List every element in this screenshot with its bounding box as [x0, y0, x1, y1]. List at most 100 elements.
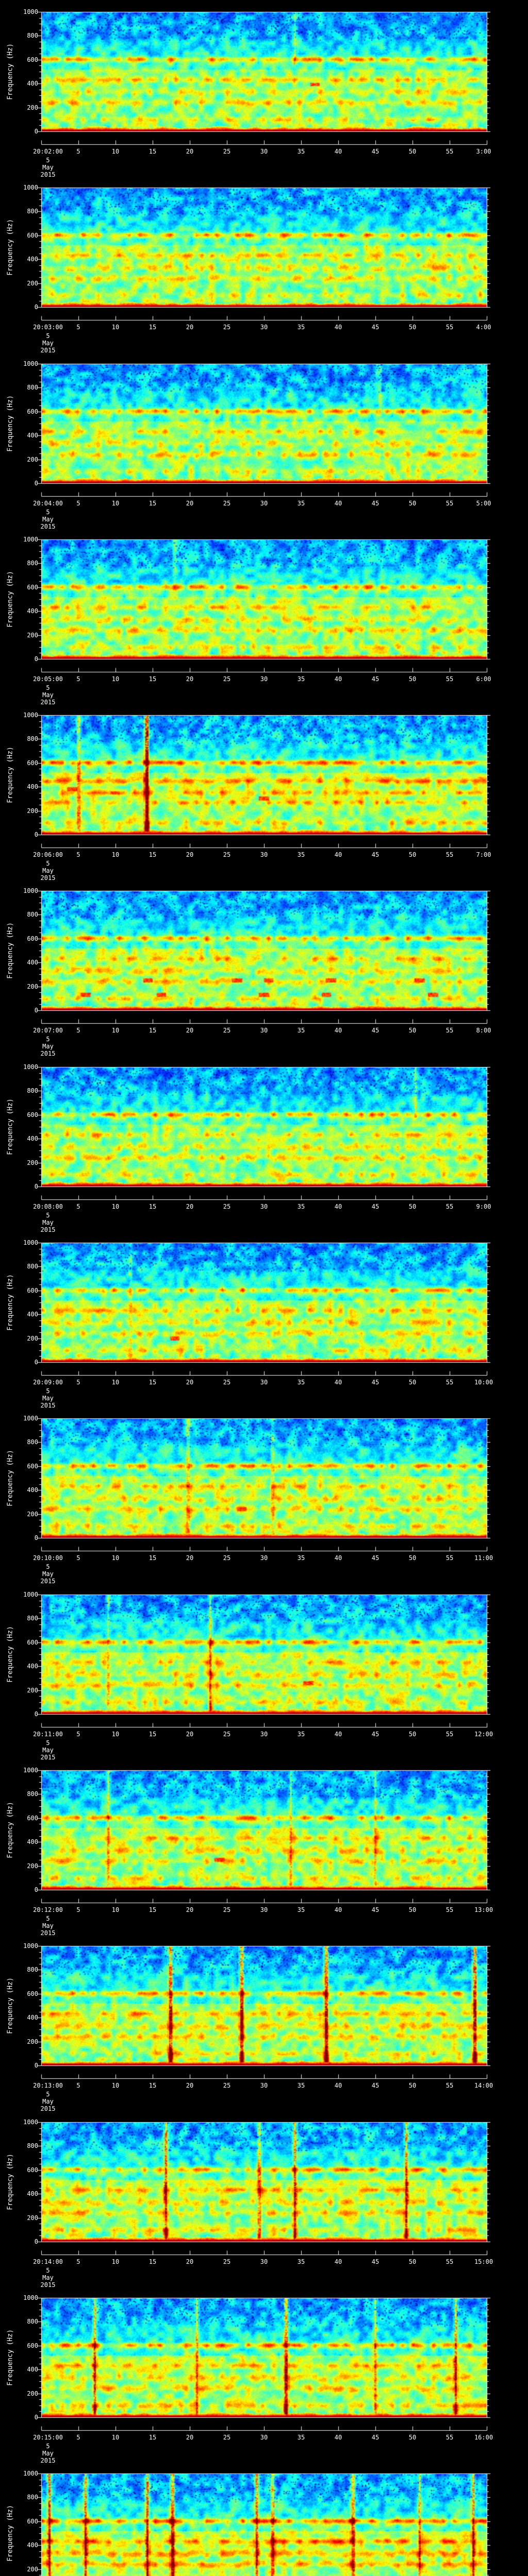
x-tick-label: 10:00	[474, 1379, 493, 1386]
start-date: 5 May 2015	[41, 2267, 56, 2289]
y-tick-label: 400	[27, 2014, 38, 2022]
y-tick-label: 400	[27, 1311, 38, 1318]
x-tick-label: 20:03:00	[33, 324, 63, 331]
x-tick-label: 40	[334, 2082, 342, 2089]
spectrogram-canvas	[0, 703, 528, 879]
x-tick-label: 50	[408, 1554, 417, 1562]
x-tick-label: 9:00	[476, 1203, 491, 1210]
start-date-line-0: 5	[46, 684, 50, 691]
frequency-axis-label: Frequency (Hz)	[6, 2154, 14, 2210]
y-tick-label: 1000	[23, 1942, 38, 1950]
y-tick-label: 1000	[23, 2119, 38, 2126]
spectrogram-canvas	[0, 1231, 528, 1406]
y-tick-label: 1000	[23, 887, 38, 894]
y-tick-label: 1000	[23, 536, 38, 543]
spectrogram-panel-9: Frequency (Hz) 1000 800 600 400 200 0 20:10:00 5…	[0, 1406, 528, 1585]
y-tick-label: 0	[34, 831, 38, 838]
x-tick-label: 40	[334, 324, 342, 331]
x-tick-label: 45	[371, 1379, 380, 1386]
x-tick-label: 25	[223, 1554, 231, 1562]
x-tick-label: 20:15:00	[33, 2434, 63, 2441]
x-tick-label: 30	[260, 851, 268, 858]
x-tick-label: 20	[186, 148, 194, 155]
x-tick-label: 10	[111, 675, 120, 683]
start-date-line-1: May	[42, 1922, 54, 1929]
x-tick-label: 25	[223, 148, 231, 155]
start-date-line-1: May	[42, 164, 54, 171]
y-tick-label: 400	[27, 2190, 38, 2198]
x-tick-label: 30	[260, 1027, 268, 1034]
y-tick-label: 0	[34, 303, 38, 311]
spectrogram-canvas	[0, 0, 528, 176]
y-tick-label: 600	[27, 56, 38, 63]
start-date: 5 May 2015	[41, 1915, 56, 1937]
x-tick-label: 30	[260, 1379, 268, 1386]
x-tick-label: 5	[76, 1906, 80, 1913]
x-tick-label: 50	[408, 1379, 417, 1386]
x-tick-label: 5	[76, 148, 80, 155]
x-tick-label: 45	[371, 1554, 380, 1562]
x-tick-label: 15	[148, 675, 157, 683]
start-date: 5 May 2015	[41, 2091, 56, 2112]
start-date: 5 May 2015	[41, 509, 56, 530]
spectrogram-canvas	[0, 176, 528, 352]
start-date-line-0: 5	[46, 860, 50, 867]
y-tick-label: 800	[27, 1087, 38, 1095]
x-tick-label: 30	[260, 1906, 268, 1913]
y-tick-label: 0	[34, 480, 38, 487]
y-tick-label: 1000	[23, 360, 38, 367]
y-tick-label: 600	[27, 1462, 38, 1470]
start-date-line-1: May	[42, 516, 54, 523]
start-date-line-1: May	[42, 1395, 54, 1402]
x-tick-label: 15	[148, 500, 157, 507]
y-tick-label: 400	[27, 2366, 38, 2374]
frequency-axis-label: Frequency (Hz)	[6, 1098, 14, 1155]
y-tick-label: 200	[27, 1686, 38, 1694]
x-tick-label: 25	[223, 1027, 231, 1034]
y-tick-label: 600	[27, 1814, 38, 1822]
x-tick-label: 40	[334, 1203, 342, 1210]
x-tick-label: 5:00	[476, 500, 491, 507]
y-tick-label: 600	[27, 1990, 38, 1997]
start-date-line-0: 5	[46, 332, 50, 340]
x-tick-label: 25	[223, 2434, 231, 2441]
y-tick-label: 1000	[23, 184, 38, 191]
start-date-line-1: May	[42, 2098, 54, 2105]
start-date-line-0: 5	[46, 1212, 50, 1219]
x-tick-label: 55	[446, 1731, 454, 1738]
x-tick-label: 50	[408, 148, 417, 155]
x-tick-label: 15	[148, 148, 157, 155]
x-tick-label: 35	[297, 1027, 305, 1034]
x-tick-label: 50	[408, 1731, 417, 1738]
x-tick-label: 20	[186, 1203, 194, 1210]
x-tick-label: 6:00	[476, 675, 491, 683]
x-tick-label: 15	[148, 851, 157, 858]
x-tick-label: 35	[297, 2082, 305, 2089]
y-tick-label: 0	[34, 1359, 38, 1366]
spectrogram-panel-3: Frequency (Hz) 1000 800 600 400 200 0 20:04:00 5…	[0, 352, 528, 530]
x-tick-label: 55	[446, 2258, 454, 2265]
start-date: 5 May 2015	[41, 332, 56, 354]
frequency-axis-label: Frequency (Hz)	[6, 1274, 14, 1331]
spectrogram-panel-10: Frequency (Hz) 1000 800 600 400 200 0 20:11:00 5…	[0, 1583, 528, 1761]
start-date-line-0: 5	[46, 2267, 50, 2274]
x-tick-label: 25	[223, 2258, 231, 2265]
x-tick-label: 20:04:00	[33, 500, 63, 507]
x-tick-label: 35	[297, 500, 305, 507]
x-tick-label: 35	[297, 1379, 305, 1386]
start-date-line-1: May	[42, 340, 54, 347]
x-tick-label: 10	[111, 500, 120, 507]
x-tick-label: 30	[260, 1203, 268, 1210]
x-tick-label: 10	[111, 2082, 120, 2089]
x-tick-label: 40	[334, 500, 342, 507]
x-tick-label: 25	[223, 1379, 231, 1386]
x-tick-label: 5	[76, 1203, 80, 1210]
start-date-line-1: May	[42, 1570, 54, 1578]
y-tick-label: 800	[27, 1263, 38, 1270]
start-date-line-0: 5	[46, 157, 50, 164]
x-tick-label: 10	[111, 2258, 120, 2265]
start-date-line-0: 5	[46, 1915, 50, 1922]
x-tick-label: 50	[408, 324, 417, 331]
y-tick-label: 600	[27, 2166, 38, 2174]
y-tick-label: 800	[27, 1790, 38, 1798]
